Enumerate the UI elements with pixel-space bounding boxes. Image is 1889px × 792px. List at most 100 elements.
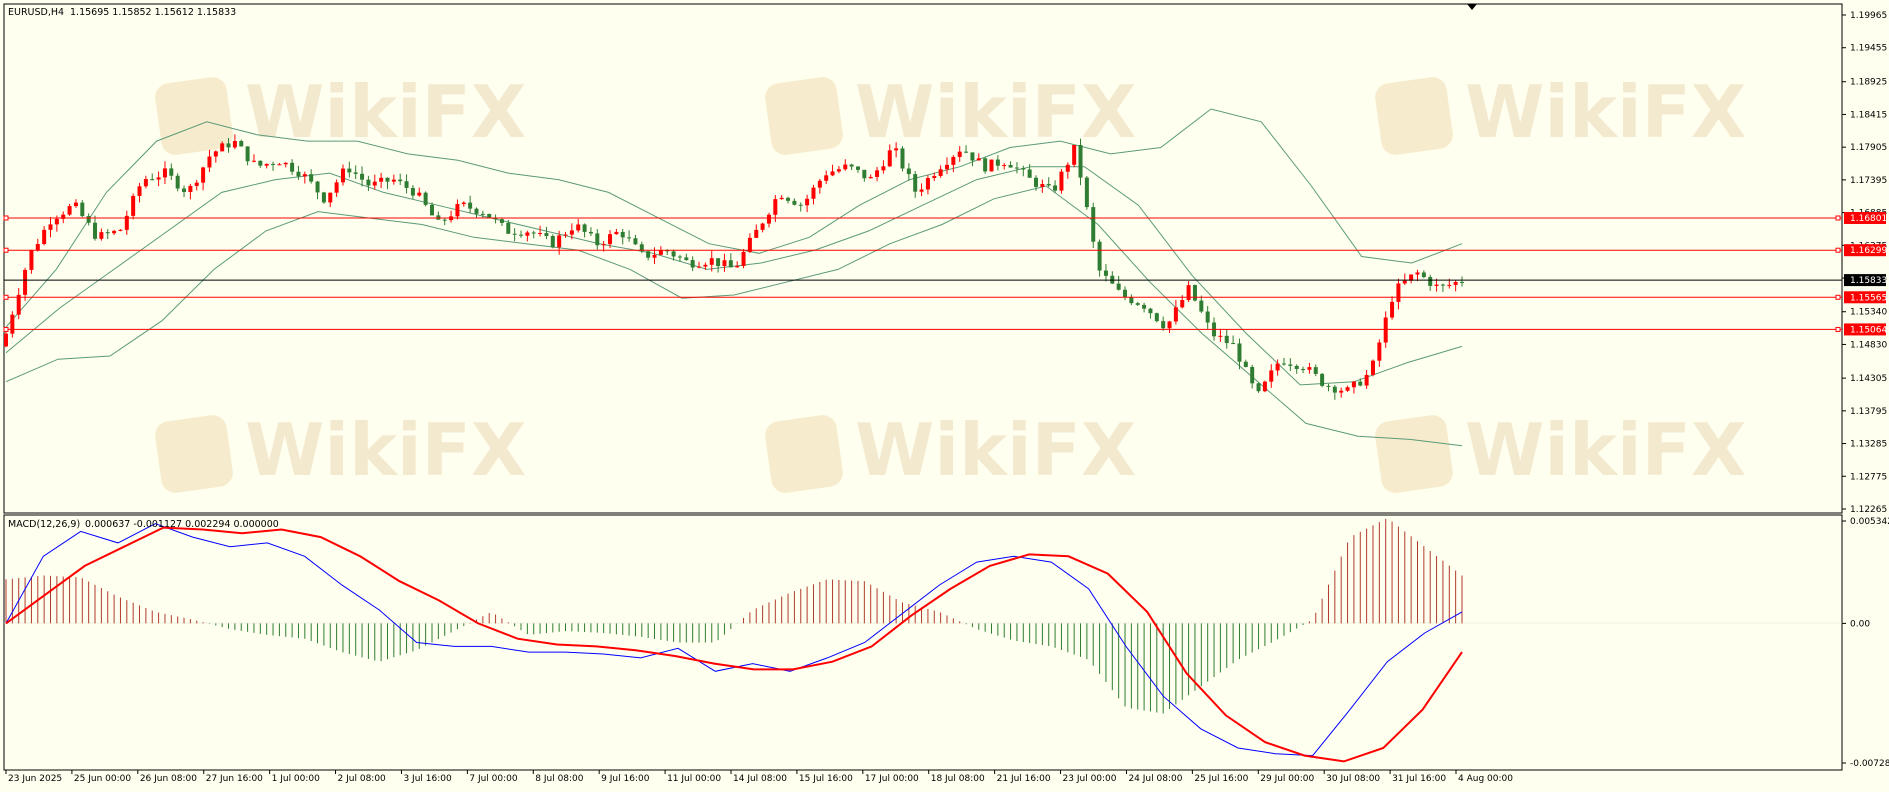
candle-body <box>932 175 937 179</box>
candle-body <box>1065 164 1070 172</box>
candle-body <box>1237 343 1242 362</box>
price-tick-label: 1.15340 <box>1850 308 1887 318</box>
candle-body <box>1281 363 1286 365</box>
candle-body <box>86 216 91 223</box>
candle-body <box>271 163 276 165</box>
candle-body <box>423 192 428 205</box>
candle-body <box>608 234 613 245</box>
candle-body <box>93 222 98 239</box>
time-tick-label: 25 Jul 16:00 <box>1194 774 1248 784</box>
time-tick-label: 26 Jun 08:00 <box>140 774 197 784</box>
candle-body <box>347 168 352 173</box>
watermark-logo-icon <box>765 415 843 493</box>
candle-body <box>697 266 702 268</box>
candle-body <box>182 188 187 192</box>
time-tick-label: 4 Aug 00:00 <box>1458 774 1513 784</box>
candle-body <box>843 164 848 170</box>
candle-body <box>786 197 791 201</box>
candle-body <box>887 150 892 167</box>
candle-body <box>35 243 40 251</box>
level-handle-left <box>3 326 9 332</box>
candle-body <box>499 219 504 223</box>
price-tick-label: 1.13285 <box>1850 440 1887 450</box>
level-price-tag <box>1844 291 1886 304</box>
candle-body <box>805 198 810 206</box>
candle-body <box>1332 386 1337 393</box>
price-tick-label: 1.14305 <box>1850 374 1887 384</box>
price-tick-label: 1.12265 <box>1850 505 1887 515</box>
candle-body <box>569 230 574 235</box>
candle-body <box>1396 283 1401 302</box>
candle-body <box>194 182 199 186</box>
candle-body <box>1345 387 1350 391</box>
candle-body <box>1008 165 1013 168</box>
candle-body <box>245 146 250 162</box>
candle-body <box>817 180 822 188</box>
candle-body <box>550 235 555 248</box>
price-tick-label: 1.13795 <box>1850 407 1887 417</box>
candle-body <box>429 204 434 216</box>
time-tick-label: 9 Jul 16:00 <box>601 774 650 784</box>
candle-body <box>480 213 485 215</box>
candle-body <box>1421 272 1426 278</box>
candle-body <box>913 174 918 192</box>
candle-body <box>296 171 301 177</box>
level-handle-left <box>3 247 9 253</box>
candle-body <box>468 202 473 209</box>
candle-body <box>557 235 562 248</box>
time-tick-label: 17 Jul 00:00 <box>865 774 919 784</box>
candle-body <box>1129 297 1134 304</box>
watermark-text: WikiFX <box>245 408 526 492</box>
candle-body <box>951 156 956 165</box>
candle-body <box>1072 145 1077 165</box>
candle-body <box>4 333 8 347</box>
candle-body <box>455 204 460 217</box>
candle-body <box>633 238 638 245</box>
candle-body <box>277 164 282 166</box>
candle-body <box>1173 307 1178 322</box>
candle-body <box>1186 285 1191 301</box>
watermark-text: WikiFX <box>855 408 1136 492</box>
candle-body <box>595 233 600 246</box>
candle-body <box>658 250 663 255</box>
candle-body <box>105 232 110 234</box>
horizontal-levels[interactable]: 1.16801 1.16299 1.15565 1.15064 1.15833 <box>3 211 1887 336</box>
macd-panel-border <box>3 514 1843 771</box>
time-tick-label: 23 Jun 2025 <box>8 774 62 784</box>
level-handle-right <box>1835 215 1841 221</box>
candle-body <box>73 202 78 207</box>
candle-body <box>1002 165 1007 167</box>
main-panel-border <box>3 3 1843 514</box>
candle-body <box>1180 300 1185 308</box>
candle-body <box>1243 361 1248 367</box>
candle-body <box>1205 311 1210 323</box>
candle-body <box>925 178 930 190</box>
candle-body <box>290 162 295 172</box>
candle-body <box>366 179 371 186</box>
candle-body <box>779 197 784 200</box>
watermark-logo-icon <box>1375 415 1453 493</box>
candle-body <box>309 174 314 182</box>
candle-body <box>900 148 905 169</box>
time-tick-label: 27 Jun 16:00 <box>206 774 263 784</box>
price-axis-ticks: 1.19965 1.19455 1.18925 1.18415 1.17905 1.173… <box>1842 11 1887 515</box>
level-price-tag <box>1844 323 1886 336</box>
candle-body <box>302 174 307 177</box>
candle-body <box>1440 284 1445 286</box>
watermark-logo-icon <box>155 77 233 155</box>
candle-body <box>646 251 651 258</box>
candle-body <box>404 181 409 188</box>
candle-body <box>855 166 860 170</box>
candle-body <box>563 234 568 236</box>
candle-body <box>849 164 854 167</box>
candle-body <box>169 168 174 176</box>
candle-body <box>226 143 231 148</box>
candle-body <box>80 202 85 217</box>
chart-shift-marker[interactable] <box>1467 4 1477 10</box>
watermark-text: WikiFX <box>245 70 526 154</box>
candle-body <box>1256 383 1261 392</box>
candle-body <box>627 237 632 239</box>
macd-indicator: 0.005342 0.00 -0.007285 <box>5 517 1889 769</box>
candle-body <box>283 162 288 165</box>
